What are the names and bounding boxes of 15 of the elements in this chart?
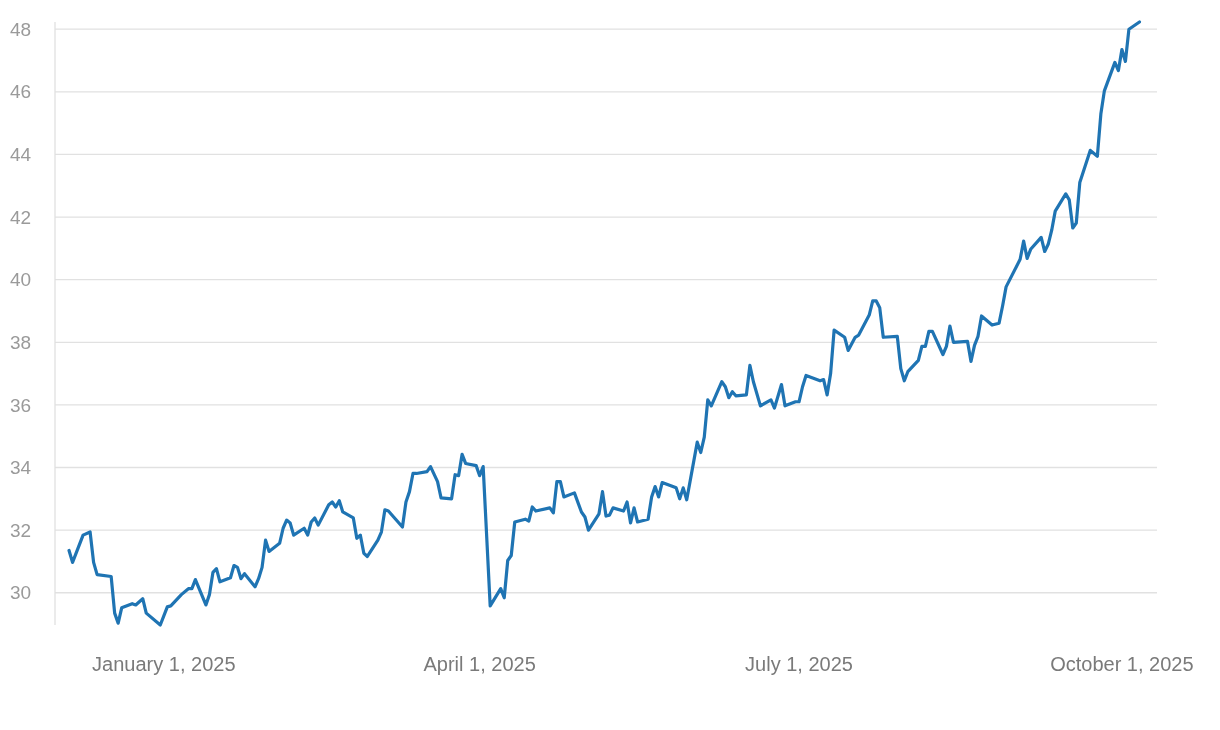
y-tick-label: 38 (10, 331, 32, 353)
y-tick-label: 44 (10, 144, 32, 166)
y-tick-label: 30 (10, 582, 32, 604)
y-tick-label: 34 (10, 457, 32, 479)
y-tick-label: 46 (10, 81, 32, 103)
x-tick-label: October 1, 2025 (1050, 653, 1194, 675)
x-tick-label: January 1, 2025 (92, 653, 236, 675)
x-tick-label: April 1, 2025 (423, 653, 536, 675)
y-tick-label: 42 (10, 206, 32, 228)
y-tick-label: 36 (10, 394, 32, 416)
y-tick-label: 40 (10, 269, 32, 291)
y-tick-label: 48 (10, 18, 32, 40)
y-tick-label: 32 (10, 519, 32, 541)
line-series (67, 20, 1142, 627)
x-tick-label: July 1, 2025 (745, 653, 853, 675)
